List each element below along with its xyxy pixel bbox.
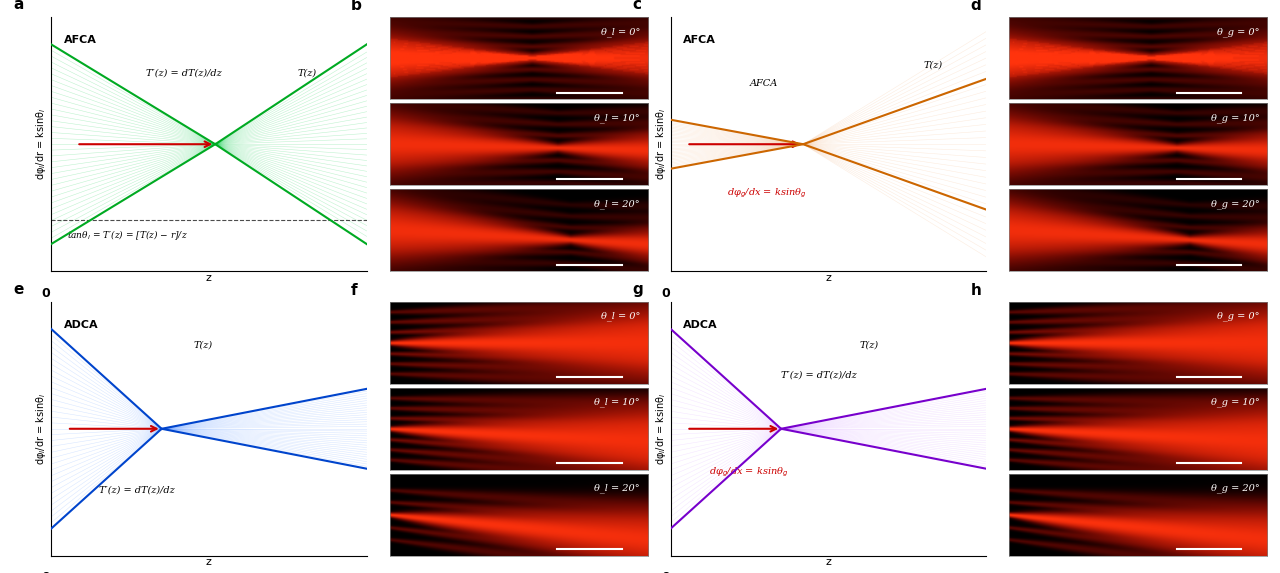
Text: 0: 0 bbox=[662, 571, 669, 573]
X-axis label: z: z bbox=[206, 557, 212, 567]
Text: tanθ$_l$ = T′(z) = [T(z) − r]/z: tanθ$_l$ = T′(z) = [T(z) − r]/z bbox=[67, 229, 188, 242]
Text: e: e bbox=[13, 282, 24, 297]
Text: T(z): T(z) bbox=[860, 340, 879, 349]
Text: f: f bbox=[351, 282, 357, 297]
Text: AFCA: AFCA bbox=[684, 35, 717, 45]
Text: AFCA: AFCA bbox=[750, 79, 778, 88]
Text: 0: 0 bbox=[662, 286, 669, 300]
X-axis label: z: z bbox=[826, 273, 831, 282]
Text: c: c bbox=[632, 0, 641, 12]
Text: θ_l = 0°: θ_l = 0° bbox=[600, 312, 640, 321]
Text: 0: 0 bbox=[42, 286, 50, 300]
Text: dφ$_l$/dr = ksinθ$_l$: dφ$_l$/dr = ksinθ$_l$ bbox=[35, 108, 49, 180]
Text: dφ$_g$/dx = ksinθ$_g$: dφ$_g$/dx = ksinθ$_g$ bbox=[727, 186, 806, 200]
Text: θ_g = 0°: θ_g = 0° bbox=[1217, 312, 1260, 321]
Text: T(z): T(z) bbox=[193, 340, 212, 349]
Text: dφ$_l$/dr = ksinθ$_l$: dφ$_l$/dr = ksinθ$_l$ bbox=[654, 393, 667, 465]
Text: T′(z) = dT(z)/dz: T′(z) = dT(z)/dz bbox=[99, 485, 174, 494]
Text: θ_g = 10°: θ_g = 10° bbox=[1211, 113, 1260, 123]
Text: θ_g = 20°: θ_g = 20° bbox=[1211, 199, 1260, 209]
Text: θ_g = 0°: θ_g = 0° bbox=[1217, 27, 1260, 37]
Text: 0: 0 bbox=[42, 571, 50, 573]
Text: g: g bbox=[632, 282, 644, 297]
Text: T′(z) = dT(z)/dz: T′(z) = dT(z)/dz bbox=[781, 371, 856, 380]
Text: ADCA: ADCA bbox=[64, 320, 99, 329]
Text: T(z): T(z) bbox=[297, 68, 316, 77]
Text: dφ$_g$/dx = ksinθ$_g$: dφ$_g$/dx = ksinθ$_g$ bbox=[709, 465, 788, 479]
Text: d: d bbox=[970, 0, 980, 13]
Text: θ_l = 20°: θ_l = 20° bbox=[594, 484, 640, 493]
Text: a: a bbox=[13, 0, 24, 12]
Text: ADCA: ADCA bbox=[684, 320, 718, 329]
Text: T′(z) = dT(z)/dz: T′(z) = dT(z)/dz bbox=[146, 68, 221, 77]
Text: dφ$_l$/dr = ksinθ$_l$: dφ$_l$/dr = ksinθ$_l$ bbox=[35, 393, 49, 465]
Text: b: b bbox=[351, 0, 362, 13]
X-axis label: z: z bbox=[826, 557, 831, 567]
Text: θ_l = 20°: θ_l = 20° bbox=[594, 199, 640, 209]
Text: θ_l = 0°: θ_l = 0° bbox=[600, 27, 640, 37]
Text: θ_g = 20°: θ_g = 20° bbox=[1211, 484, 1260, 493]
Text: θ_l = 10°: θ_l = 10° bbox=[594, 113, 640, 123]
Text: h: h bbox=[970, 282, 982, 297]
Text: dφ$_l$/dr = ksinθ$_l$: dφ$_l$/dr = ksinθ$_l$ bbox=[654, 108, 667, 180]
Text: T(z): T(z) bbox=[923, 61, 942, 70]
Text: AFCA: AFCA bbox=[64, 35, 97, 45]
Text: θ_g = 10°: θ_g = 10° bbox=[1211, 398, 1260, 407]
X-axis label: z: z bbox=[206, 273, 212, 282]
Text: θ_l = 10°: θ_l = 10° bbox=[594, 398, 640, 407]
